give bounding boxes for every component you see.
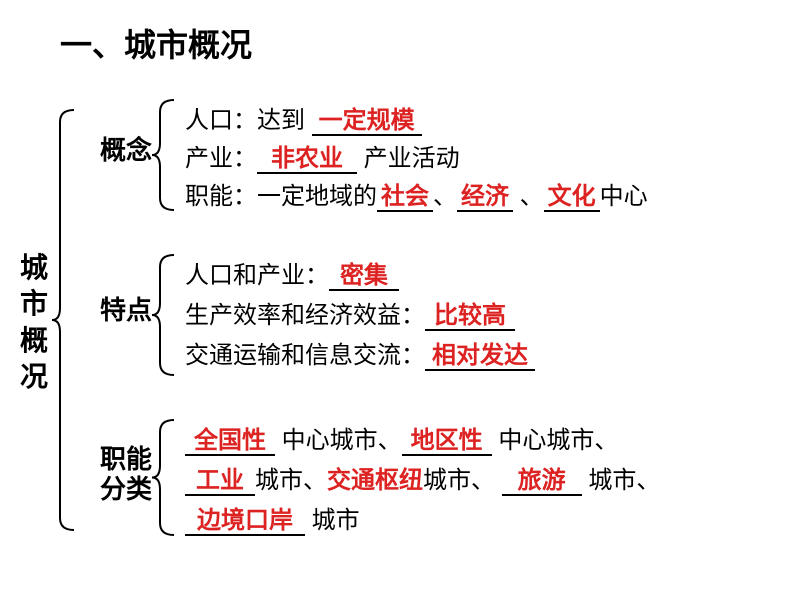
plain-text: 职能：一定地域的	[185, 183, 377, 210]
section-label: 职能分类	[100, 445, 156, 505]
plain-text: 城市、	[255, 467, 327, 494]
fill-blank: 旅游	[502, 468, 582, 496]
fill-blank: 密集	[329, 263, 399, 291]
section-label: 概念	[100, 130, 152, 167]
plain-text: 交通运输和信息交流：	[185, 342, 425, 369]
content-line: 职能：一定地域的社会、经济 、文化中心	[185, 176, 648, 212]
plain-text: 城市	[305, 507, 360, 534]
fill-blank: 边境口岸	[185, 508, 305, 536]
fill-blank: 相对发达	[425, 343, 535, 371]
section-label: 特点	[100, 290, 152, 327]
fill-blank: 非农业	[257, 146, 357, 174]
plain-text: 产业活动	[357, 145, 460, 172]
fill-blank: 文化	[544, 184, 600, 212]
plain-text: 中心	[600, 183, 648, 210]
fill-blank: 全国性	[185, 428, 275, 456]
plain-text: 、	[433, 183, 457, 210]
content-line: 边境口岸 城市	[185, 500, 360, 536]
content-line: 人口和产业：密集	[185, 255, 399, 291]
content-line: 人口：达到 一定规模	[185, 100, 422, 136]
plain-text: 城市、	[423, 467, 502, 494]
fill-blank: 社会	[377, 184, 433, 212]
plain-text: 生产效率和经济效益：	[185, 302, 425, 329]
plain-text: 人口和产业：	[185, 262, 329, 289]
plain-text: 产业：	[185, 145, 257, 172]
content-line: 交通运输和信息交流：相对发达	[185, 335, 535, 371]
content-line: 生产效率和经济效益：比较高	[185, 295, 515, 331]
plain-text: 人口：达到	[185, 107, 312, 134]
fill-blank: 一定规模	[312, 108, 422, 136]
plain-text: 城市、	[582, 467, 661, 494]
content-line: 产业：非农业 产业活动	[185, 138, 460, 174]
highlight-text: 交通枢纽	[327, 467, 423, 494]
fill-blank: 地区性	[402, 428, 492, 456]
plain-text: 中心城市、	[275, 427, 402, 454]
plain-text: 、	[513, 183, 544, 210]
content-line: 工业城市、交通枢纽城市、 旅游 城市、	[185, 460, 660, 496]
fill-blank: 工业	[185, 468, 255, 496]
plain-text: 中心城市、	[492, 427, 619, 454]
content-line: 全国性 中心城市、地区性 中心城市、	[185, 420, 618, 456]
fill-blank: 经济	[457, 184, 513, 212]
fill-blank: 比较高	[425, 303, 515, 331]
